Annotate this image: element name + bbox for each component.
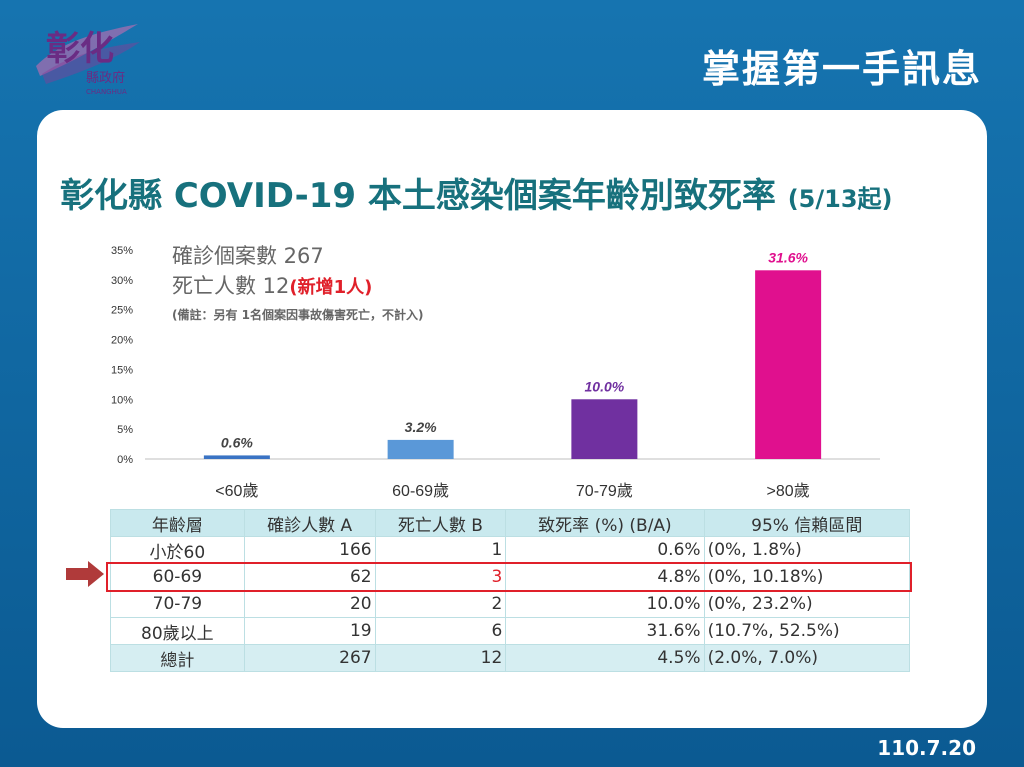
cell-fatality-rate: 31.6% [505, 617, 705, 645]
table-row: 小於60 166 1 0.6% (0%, 1.8%) [110, 536, 911, 564]
y-tick-label: 35% [111, 245, 133, 257]
cell-fatality-rate: 0.6% [505, 536, 705, 564]
cell-confirmed: 62 [243, 563, 376, 591]
fatality-table: 年齡層 確診人數 A 死亡人數 B 致死率 (%) (B/A) 95% 信賴區間… [110, 509, 911, 672]
table-row-highlighted: 60-69 62 3 4.8% (0%, 10.18%) [110, 563, 911, 591]
cell-total-deaths: 12 [374, 644, 507, 672]
cell-confirmed: 19 [243, 617, 376, 645]
cell-confidence-interval: (0%, 1.8%) [703, 536, 911, 564]
cell-confidence-interval: (0%, 10.18%) [703, 563, 911, 591]
bar [203, 455, 270, 459]
header-age-group: 年齡層 [110, 509, 245, 537]
cell-age-group: 小於60 [110, 536, 245, 564]
category-label: 60-69歲 [392, 482, 449, 500]
header-title: 掌握第一手訊息 [701, 47, 982, 91]
remark-note: (備註：另有 1名個案因事故傷害死亡，不計入) [172, 308, 424, 322]
cell-confirmed: 20 [243, 590, 376, 618]
cell-confirmed: 166 [243, 536, 376, 564]
table-row: 70-79 20 2 10.0% (0%, 23.2%) [110, 590, 911, 618]
bar [571, 399, 638, 459]
cell-total-fatality-rate: 4.5% [505, 644, 705, 672]
y-tick-label: 5% [117, 424, 133, 436]
slide-title: 彰化縣 COVID-19 本土感染個案年齡別致死率 (5/13起) [60, 168, 893, 217]
table-header-row: 年齡層 確診人數 A 死亡人數 B 致死率 (%) (B/A) 95% 信賴區間 [110, 509, 911, 537]
slide-title-suffix: (5/13起) [787, 185, 893, 213]
highlight-box [106, 562, 912, 592]
chart-annotation: 確診個案數 267 死亡人數 12(新增1人) (備註：另有 1名個案因事故傷害… [172, 240, 424, 323]
cases-count-label: 確診個案數 267 [172, 244, 324, 268]
svg-text:縣政府: 縣政府 [86, 71, 125, 86]
header-confidence-interval: 95% 信賴區間 [703, 509, 911, 537]
svg-text:彰化: 彰化 [46, 29, 114, 69]
cell-fatality-rate: 10.0% [505, 590, 705, 618]
header-fatality-rate: 致死率 (%) (B/A) [505, 509, 705, 537]
y-tick-label: 15% [111, 364, 133, 376]
cell-confidence-interval: (0%, 23.2%) [703, 590, 911, 618]
deaths-count-row: 死亡人數 12(新增1人) [172, 270, 424, 300]
cell-confidence-interval: (10.7%, 52.5%) [703, 617, 911, 645]
table-row: 80歲以上 19 6 31.6% (10.7%, 52.5%) [110, 617, 911, 645]
cell-deaths-highlighted: 3 [374, 563, 507, 591]
y-tick-label: 20% [111, 335, 133, 347]
cell-deaths: 1 [374, 536, 507, 564]
cell-deaths: 2 [374, 590, 507, 618]
cell-age-group: 70-79 [110, 590, 245, 618]
svg-text:CHANGHUA: CHANGHUA [86, 88, 127, 96]
data-label: 3.2% [405, 419, 437, 435]
category-label: 70-79歲 [576, 482, 633, 500]
cell-total-confirmed: 267 [243, 644, 376, 672]
data-label: 0.6% [221, 434, 253, 450]
y-tick-label: 0% [117, 454, 133, 466]
y-tick-label: 10% [111, 394, 133, 406]
cell-total-confidence-interval: (2.0%, 7.0%) [703, 644, 911, 672]
cell-deaths: 6 [374, 617, 507, 645]
changhua-logo: 彰化 縣政府 CHANGHUA [36, 24, 140, 96]
bar [387, 439, 454, 459]
category-label: >80歲 [767, 482, 810, 500]
new-deaths-label: (新增1人) [289, 277, 373, 298]
data-label: 31.6% [768, 249, 808, 265]
data-label: 10.0% [585, 378, 625, 394]
arrow-right-icon [66, 561, 104, 587]
header-deaths: 死亡人數 B [374, 509, 507, 537]
category-label: <60歲 [215, 482, 258, 500]
bar [755, 270, 822, 459]
cell-age-group: 80歲以上 [110, 617, 245, 645]
slide-title-main: 彰化縣 COVID-19 本土感染個案年齡別致死率 [60, 176, 776, 216]
y-tick-label: 30% [111, 275, 133, 287]
slide-date: 110.7.20 [877, 736, 976, 760]
header-confirmed: 確診人數 A [243, 509, 376, 537]
cell-age-group: 60-69 [110, 563, 245, 591]
cell-total-label: 總計 [110, 644, 245, 672]
y-tick-label: 25% [111, 305, 133, 317]
deaths-count-label: 死亡人數 12 [172, 274, 290, 298]
table-total-row: 總計 267 12 4.5% (2.0%, 7.0%) [110, 644, 911, 672]
fatality-bar-chart: 0% 5% 10% 15% 20% 25% 30% 35% 0.6% <60歲 3.2% 60-69歲… [111, 245, 880, 500]
